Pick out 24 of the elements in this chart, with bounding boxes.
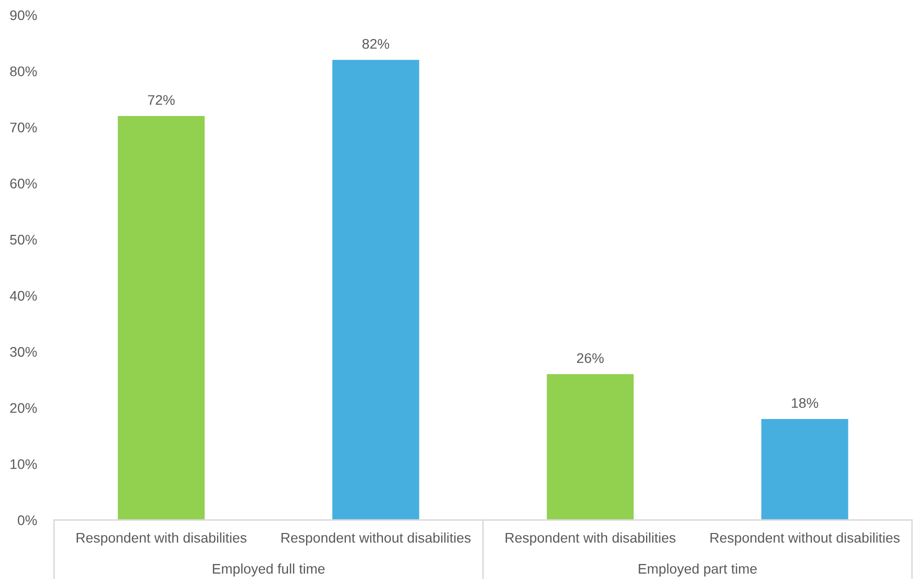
data-label: 72% <box>148 95 175 105</box>
bar <box>761 419 848 520</box>
x-tick-label: Respondent without disabilities <box>710 532 900 546</box>
text: Employed full time <box>212 564 325 576</box>
y-tick-label: 20% <box>10 403 37 413</box>
data-label: 18% <box>792 398 818 408</box>
x-tick-label: Respondent with disabilities <box>76 532 246 546</box>
x-tick-label: Respondent without disabilities <box>282 532 471 546</box>
bar <box>546 374 634 520</box>
y-tick-label: 40% <box>10 290 37 301</box>
y-tick-label: 90% <box>10 10 37 20</box>
x-tick-label: Respondent with disabilities <box>506 532 676 546</box>
y-tick-label: 30% <box>10 347 37 357</box>
y-tick-label: 60% <box>10 178 37 189</box>
y-tick-label: 50% <box>10 234 37 245</box>
y-tick-label: 70% <box>10 122 37 132</box>
data-label: 82% <box>362 38 390 49</box>
bar <box>332 60 420 520</box>
y-tick-label: 0% <box>18 515 37 526</box>
data-label: 26% <box>577 353 604 364</box>
y-tick-label: 10% <box>10 459 37 470</box>
text: Employed part time <box>638 564 757 576</box>
y-tick-label: 80% <box>10 66 37 76</box>
bar <box>118 116 205 520</box>
